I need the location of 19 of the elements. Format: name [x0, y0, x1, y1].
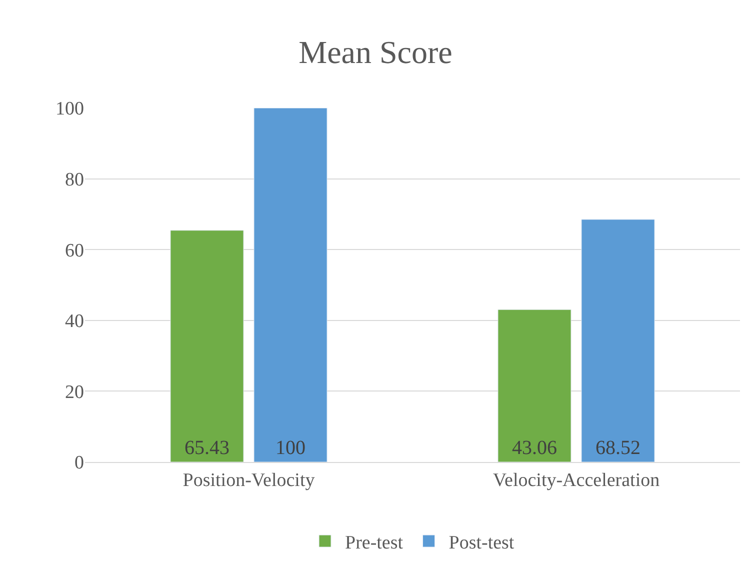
x-tick-label: Position-Velocity [182, 470, 316, 491]
data-label: 100 [276, 437, 306, 459]
y-tick-label: 0 [74, 452, 84, 474]
legend-label: Post-test [448, 532, 515, 554]
bar [170, 230, 244, 462]
data-label: 65.43 [184, 437, 230, 459]
x-tick-label: Velocity-Acceleration [492, 470, 660, 491]
bar [581, 219, 655, 462]
data-label: 68.52 [596, 437, 641, 459]
legend-label: Pre-test [345, 532, 404, 554]
chart-title: Mean Score [298, 34, 452, 70]
data-label: 43.06 [512, 437, 557, 459]
y-tick-label: 80 [65, 169, 84, 190]
bar [498, 309, 572, 462]
y-tick-label: 40 [65, 311, 84, 332]
y-tick-label: 100 [56, 98, 84, 120]
bar [254, 108, 328, 462]
y-tick-label: 20 [65, 382, 84, 403]
y-tick-label: 60 [65, 240, 84, 262]
